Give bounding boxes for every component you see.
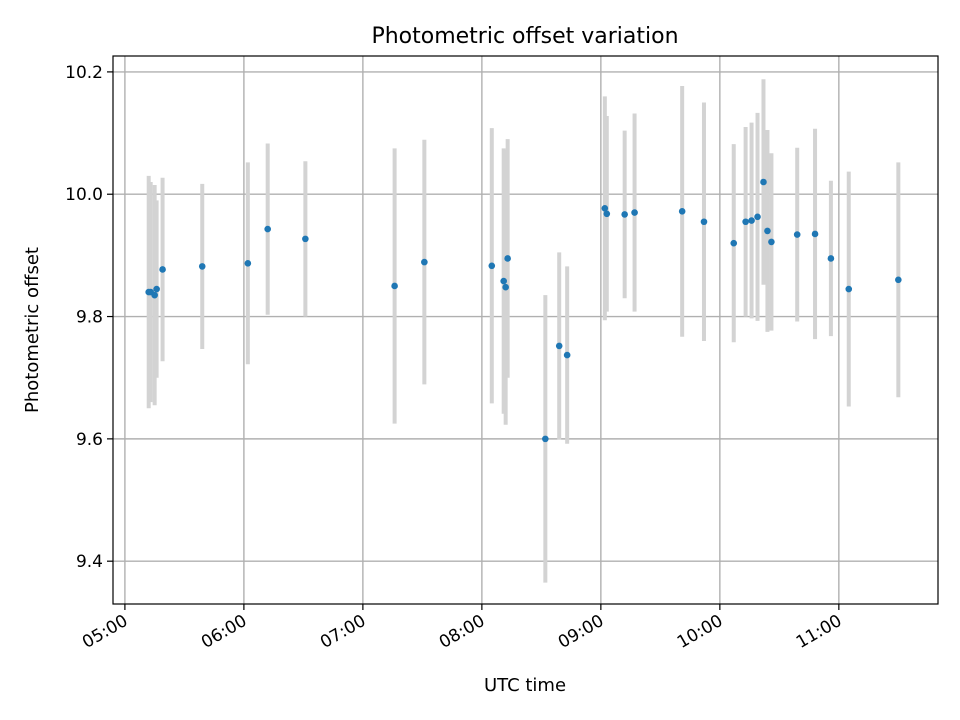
- y-axis-label: Photometric offset: [22, 247, 43, 413]
- data-point: [748, 217, 755, 224]
- data-point: [760, 178, 767, 186]
- y-tick-label: 10.0: [65, 185, 103, 205]
- x-tick-label: 08:00: [436, 611, 488, 653]
- data-point: [845, 285, 853, 293]
- x-tick-label: 06:00: [198, 611, 250, 653]
- data-point: [244, 260, 252, 267]
- y-tick-label: 9.8: [76, 308, 103, 328]
- grid: [113, 56, 938, 604]
- x-axis-label: UTC time: [484, 675, 566, 696]
- data-point: [264, 225, 271, 233]
- data-points: [145, 178, 902, 443]
- data-point: [768, 238, 775, 246]
- y-axis-ticks: 9.4 9.6 9.8 10.0 10.2: [65, 63, 113, 572]
- x-tick-label: 05:00: [79, 611, 131, 653]
- data-point: [563, 351, 571, 359]
- y-tick-label: 9.6: [76, 430, 103, 450]
- x-tick-label: 07:00: [317, 611, 369, 653]
- data-point: [742, 218, 749, 226]
- data-point: [631, 209, 638, 216]
- data-point: [159, 266, 166, 273]
- data-point: [895, 276, 902, 284]
- chart-title: Photometric offset variation: [371, 24, 678, 49]
- data-point: [421, 258, 428, 266]
- data-point: [754, 213, 761, 221]
- data-point: [621, 211, 628, 218]
- y-tick-label: 10.2: [65, 63, 103, 83]
- data-point: [502, 283, 509, 291]
- data-point: [793, 231, 801, 238]
- data-point: [488, 262, 496, 270]
- data-point: [764, 227, 771, 235]
- data-point: [811, 230, 819, 238]
- data-point: [730, 239, 738, 247]
- data-point: [504, 255, 511, 262]
- data-point: [151, 291, 158, 299]
- data-point: [601, 204, 609, 212]
- data-point: [391, 282, 398, 290]
- data-point: [678, 208, 686, 215]
- x-tick-label: 09:00: [555, 611, 607, 653]
- error-bars: [146, 79, 901, 583]
- data-point: [700, 218, 708, 226]
- plot-frame: [112, 55, 939, 605]
- x-axis-ticks: 05:00 06:00 07:00 08:00 09:00 10:00 11:00: [79, 604, 845, 653]
- data-point: [555, 342, 563, 350]
- data-point: [153, 285, 160, 293]
- x-tick-label: 11:00: [793, 611, 845, 653]
- data-point: [500, 277, 507, 285]
- data-point: [603, 210, 611, 218]
- y-tick-label: 9.4: [76, 552, 103, 572]
- data-point: [198, 263, 206, 270]
- x-tick-label: 10:00: [674, 611, 726, 653]
- data-point: [302, 235, 309, 243]
- data-point: [827, 255, 835, 262]
- data-point: [542, 435, 549, 443]
